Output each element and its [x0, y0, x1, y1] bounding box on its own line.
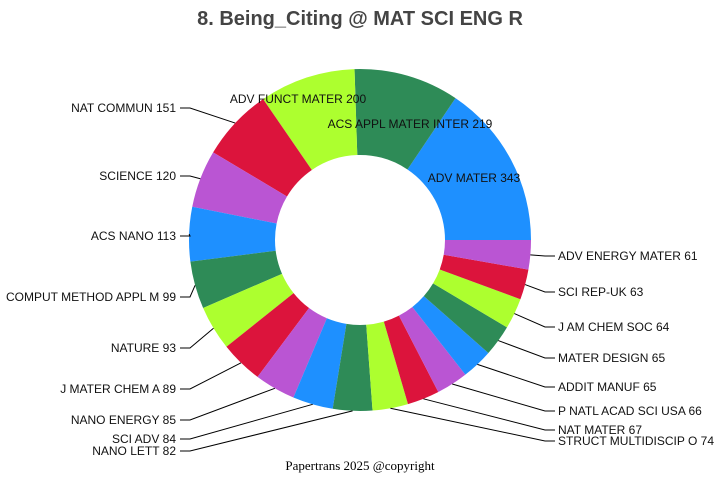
slice-science — [192, 152, 287, 224]
leader-line-adv-energy-mater — [530, 254, 555, 257]
slice-adv-mater — [407, 98, 531, 240]
leader-line-mater-design — [498, 340, 555, 359]
copyright-footer: Papertrans 2025 @copyright — [285, 458, 435, 473]
slice-label-nano-lett: NANO LETT 82 — [92, 444, 176, 458]
leader-line-comput-method-appl-m — [180, 285, 196, 298]
slice-j-mater-chem-a — [226, 293, 310, 377]
slice-nano-lett — [332, 323, 373, 411]
leader-line-nat-mater — [423, 398, 555, 431]
slice-nat-mater — [383, 315, 439, 405]
leader-line-addit-manuf — [477, 363, 555, 388]
leader-line-sci-rep-uk — [524, 284, 555, 293]
slice-mater-design — [423, 283, 508, 353]
slice-nat-commun — [213, 99, 312, 197]
slice-p-natl-acad-sci-usa — [398, 306, 466, 393]
leader-line-nano-lett — [180, 410, 353, 452]
slice-label-nano-energy: NANO ENERGY 85 — [71, 413, 176, 427]
slice-label-science: SCIENCE 120 — [99, 169, 176, 183]
slice-label-sci-rep-uk: SCI REP-UK 63 — [558, 285, 644, 299]
slice-nature — [203, 273, 294, 347]
slice-label-mater-design: MATER DESIGN 65 — [558, 351, 665, 365]
slice-label-addit-manuf: ADDIT MANUF 65 — [558, 380, 657, 394]
leader-line-j-am-chem-soc — [514, 313, 555, 328]
slice-label-adv-energy-mater: ADV ENERGY MATER 61 — [558, 249, 698, 263]
slice-struct-multidiscip-o — [366, 321, 408, 411]
slice-label-acs-appl-mater-inter: ACS APPL MATER INTER 219 — [328, 117, 493, 131]
slice-sci-adv — [293, 318, 347, 409]
slice-label-acs-nano: ACS NANO 113 — [91, 229, 176, 243]
slice-label-sci-adv: SCI ADV 84 — [112, 432, 176, 446]
slice-label-nature: NATURE 93 — [111, 341, 176, 355]
slice-nano-energy — [257, 308, 327, 398]
slice-label-nat-commun: NAT COMMUN 151 — [71, 101, 176, 115]
slice-label-j-am-chem-soc: J AM CHEM SOC 64 — [558, 320, 670, 334]
slice-label-adv-funct-mater: ADV FUNCT MATER 200 — [230, 92, 367, 106]
leader-line-nat-commun — [180, 107, 236, 124]
slice-acs-appl-mater-inter — [354, 69, 456, 170]
slice-label-j-mater-chem-a: J MATER CHEM A 89 — [60, 382, 176, 396]
slice-j-am-chem-soc — [433, 269, 521, 328]
leader-line-struct-multidiscip-o — [390, 407, 555, 442]
slice-acs-nano — [189, 206, 277, 262]
leader-line-p-natl-acad-sci-usa — [452, 383, 555, 412]
slice-adv-funct-mater — [263, 69, 358, 170]
slice-label-comput-method-appl-m: COMPUT METHOD APPL M 99 — [6, 290, 176, 304]
slice-comput-method-appl-m — [190, 250, 283, 309]
leader-line-sci-adv — [180, 403, 313, 440]
slice-label-adv-mater: ADV MATER 343 — [428, 171, 521, 185]
leader-line-nature — [180, 327, 214, 349]
chart-title: 8. Being_Citing @ MAT SCI ENG R — [197, 8, 523, 30]
leader-line-acs-nano — [180, 233, 191, 237]
slice-label-nat-mater: NAT MATER 67 — [558, 423, 642, 437]
leader-line-science — [180, 175, 201, 180]
slice-label-struct-multidiscip-o: STRUCT MULTIDISCIP O 74 — [558, 434, 714, 448]
slice-sci-rep-uk — [439, 254, 529, 300]
slice-addit-manuf — [412, 296, 489, 375]
leader-line-j-mater-chem-a — [180, 362, 242, 390]
slice-adv-energy-mater — [443, 240, 531, 270]
leader-line-nano-energy — [180, 387, 276, 421]
slice-label-p-natl-acad-sci-usa: P NATL ACAD SCI USA 66 — [558, 404, 702, 418]
